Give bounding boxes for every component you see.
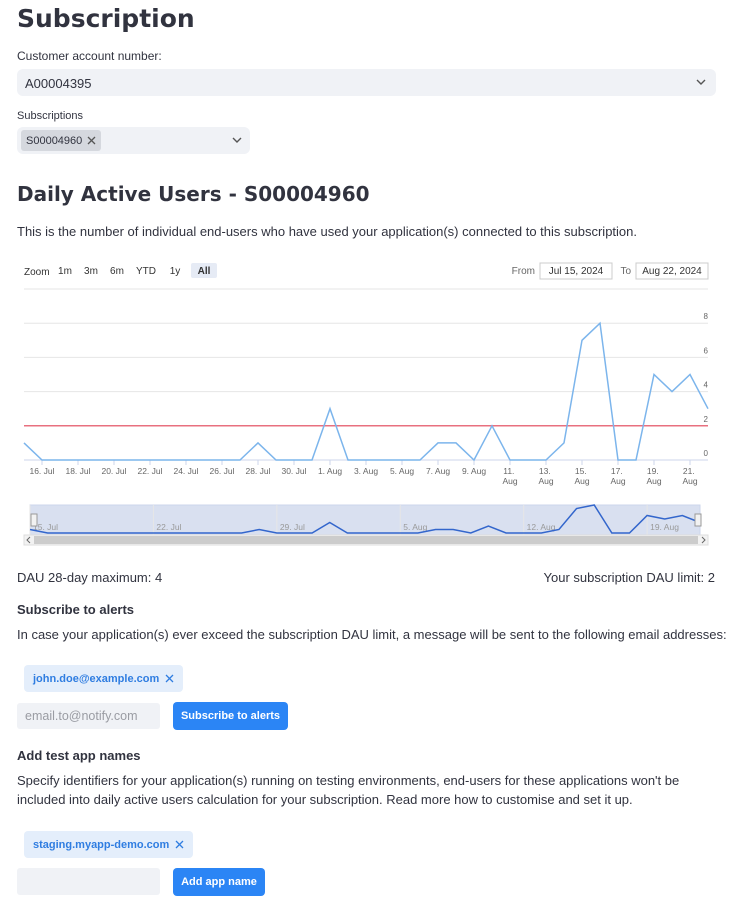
x-tick-label: 7. Aug <box>426 466 450 476</box>
x-tick-label: 19. Aug <box>646 466 661 486</box>
range-button[interactable]: 3m <box>84 266 98 277</box>
x-tick-label: 17. Aug <box>610 466 625 486</box>
x-tick-label: 13. Aug <box>538 466 553 486</box>
x-tick-label: 24. Jul <box>173 466 198 476</box>
range-button[interactable]: 6m <box>110 266 124 277</box>
subscription-chip: S00004960 <box>21 130 102 151</box>
x-tick-label: 5. Aug <box>390 466 414 476</box>
y-tick-label: 2 <box>704 415 709 424</box>
navigator-bg <box>29 504 701 536</box>
remove-icon[interactable] <box>175 840 184 849</box>
range-button[interactable]: 1y <box>170 266 181 277</box>
to-value: Aug 22, 2024 <box>642 266 702 277</box>
placeholder: email.to@notify.com <box>25 709 138 723</box>
dau-limit: Your subscription DAU limit: 2 <box>543 570 715 585</box>
y-tick-label: 4 <box>704 381 709 390</box>
page-title: Subscription <box>17 4 195 33</box>
add-app-button[interactable]: Add app name <box>173 868 265 896</box>
app-input[interactable] <box>17 868 160 895</box>
scroll-arrow <box>26 536 706 544</box>
navigator-handle <box>30 513 38 527</box>
to-label: To <box>620 266 631 277</box>
subscribe-button[interactable]: Subscribe to alerts <box>173 702 288 730</box>
remove-icon[interactable] <box>87 136 96 145</box>
account-select[interactable]: A00004395 <box>17 69 716 96</box>
from-label: From <box>512 266 535 277</box>
x-tick-label: 3. Aug <box>354 466 378 476</box>
test-apps-title: Add test app names <box>17 748 141 763</box>
email-input[interactable]: email.to@notify.com <box>17 703 160 729</box>
subscriptions-select[interactable]: S00004960 <box>17 127 250 154</box>
range-button[interactable]: YTD <box>136 266 156 277</box>
x-tick-label: 16. Jul <box>29 466 54 476</box>
chip-list: S00004960 <box>21 130 102 151</box>
navigator-handle <box>694 513 702 527</box>
subscriptions-label: Subscriptions <box>17 110 84 122</box>
navigator-label: 22. Jul <box>156 522 181 532</box>
y-tick-label: 6 <box>704 346 709 355</box>
from-value: Jul 15, 2024 <box>549 266 604 277</box>
chart: Zoom 1m 3m 6m YTD 1y All From Jul 15, 2024 To Aug … <box>23 262 709 546</box>
x-tick-label: 20. Jul <box>101 466 126 476</box>
navigator-line <box>29 504 701 534</box>
x-tick-label: 11. Aug <box>502 466 517 486</box>
alerts-title: Subscribe to alerts <box>17 602 135 617</box>
chevron <box>696 79 706 85</box>
x-tick-label: 22. Jul <box>137 466 162 476</box>
x-tick-label: 18. Jul <box>65 466 90 476</box>
range-button-bg <box>191 263 217 278</box>
chevron <box>232 137 242 143</box>
x-tick-label: 15. Aug <box>574 466 589 486</box>
range-button[interactable]: 1m <box>58 266 72 277</box>
dau-max: DAU 28-day maximum: 4 <box>17 570 163 585</box>
remove-icon[interactable] <box>165 674 174 683</box>
email-list: john.doe@example.com <box>24 665 184 692</box>
y-tick-label: 8 <box>704 312 709 321</box>
scrollbar-thumb <box>34 536 698 544</box>
chip-text: john.doe@example.com <box>33 672 160 685</box>
email-chip: john.doe@example.com <box>24 665 184 692</box>
x-tick-label: 1. Aug <box>318 466 342 476</box>
x-tick-label: 9. Aug <box>462 466 486 476</box>
test-apps-description: Specify identifiers for your application… <box>17 773 680 807</box>
navigator-label: 15. Jul <box>33 522 58 532</box>
navigator-label: 12. Aug <box>527 522 556 532</box>
x-tick-label: 28. Jul <box>245 466 270 476</box>
chart-heading: Daily Active Users - S00004960 <box>17 182 370 206</box>
account-value: A00004395 <box>25 76 92 91</box>
chip-text: staging.myapp-demo.com <box>33 838 170 851</box>
navigator-label: 29. Jul <box>280 522 305 532</box>
chart-description: This is the number of individual end-use… <box>17 224 638 239</box>
to-input <box>635 262 709 280</box>
zoom-label: Zoom <box>24 267 50 278</box>
x-tick-label: 26. Jul <box>209 466 234 476</box>
alerts-description: In case your application(s) ever exceed … <box>17 627 727 642</box>
navigator-label: 19. Aug <box>650 522 679 532</box>
from-input <box>539 262 613 280</box>
x-tick-label: 30. Jul <box>281 466 306 476</box>
chip-text: S00004960 <box>26 134 83 147</box>
x-tick-label: 21. Aug <box>682 466 697 486</box>
range-button[interactable]: All <box>198 266 211 277</box>
navigator-label: 5. Aug <box>403 522 427 532</box>
account-label: Customer account number: <box>17 49 162 63</box>
y-tick-label: 0 <box>704 449 709 458</box>
app-chip: staging.myapp-demo.com <box>24 831 194 858</box>
app-list: staging.myapp-demo.com <box>24 831 194 858</box>
series-line <box>23 321 709 462</box>
